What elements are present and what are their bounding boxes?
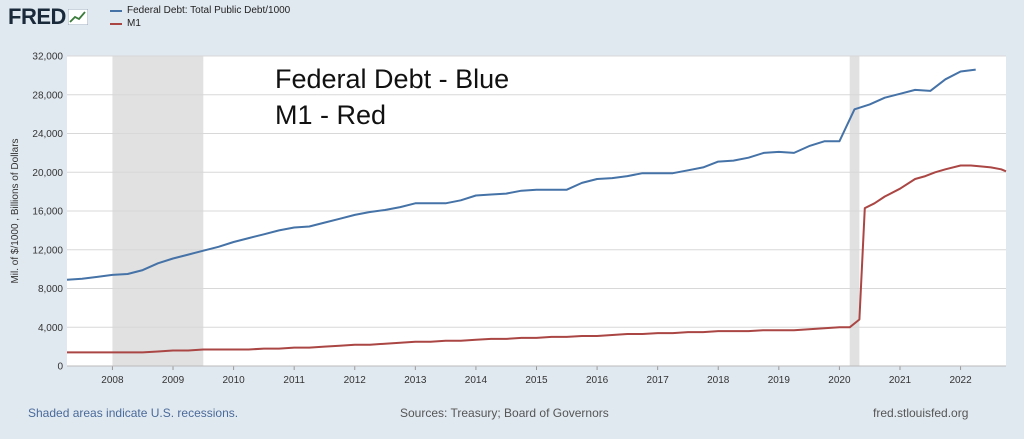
x-tick-label: 2015 bbox=[525, 375, 548, 386]
chart-legend: Federal Debt: Total Public Debt/1000 M1 bbox=[110, 4, 290, 30]
y-tick-label: 32,000 bbox=[32, 52, 63, 63]
x-tick-label: 2021 bbox=[889, 375, 912, 386]
legend-label: Federal Debt: Total Public Debt/1000 bbox=[127, 5, 291, 16]
y-axis-label: Mil. of $/1000 , Billions of Dollars bbox=[10, 138, 21, 283]
chart-svg: 0 4,000 8,000 12,000 16,000 20,000 24,000 28,00… bbox=[10, 52, 1007, 386]
federal-debt-line[interactable] bbox=[66, 68, 976, 281]
x-tick-label: 2014 bbox=[465, 375, 488, 386]
x-tick-label: 2019 bbox=[768, 375, 791, 386]
legend-label: M1 bbox=[127, 18, 141, 29]
recession-note: Shaded areas indicate U.S. recessions. bbox=[28, 406, 239, 420]
y-tick-label: 16,000 bbox=[32, 207, 63, 218]
x-tick-label: 2017 bbox=[647, 375, 670, 386]
x-tick-label: 2022 bbox=[949, 375, 972, 386]
site-link[interactable]: fred.stlouisfed.org bbox=[873, 406, 969, 420]
fred-logo[interactable]: FRED bbox=[8, 4, 88, 30]
m1-line[interactable] bbox=[67, 164, 1007, 354]
sources-note: Sources: Treasury; Board of Governors bbox=[400, 406, 609, 420]
annotation-line-1: Federal Debt - Blue bbox=[275, 64, 509, 94]
legend-swatch-blue bbox=[110, 9, 122, 12]
x-tick-label: 2008 bbox=[101, 375, 124, 386]
brand-text: FRED bbox=[8, 4, 66, 29]
x-tick-label: 2012 bbox=[344, 375, 367, 386]
fred-chart-icon bbox=[67, 9, 88, 25]
chart-container: 0 4,000 8,000 12,000 16,000 20,000 24,000 28,00… bbox=[0, 40, 1024, 390]
y-tick-label: 20,000 bbox=[32, 168, 63, 179]
legend-item-federal-debt[interactable]: Federal Debt: Total Public Debt/1000 bbox=[110, 4, 290, 17]
x-tick-label: 2010 bbox=[222, 375, 245, 386]
legend-swatch-red bbox=[110, 22, 122, 25]
annotation-line-2: M1 - Red bbox=[275, 100, 386, 130]
x-tick-label: 2016 bbox=[586, 375, 609, 386]
y-tick-label: 24,000 bbox=[32, 129, 63, 140]
y-tick-label: 12,000 bbox=[32, 245, 63, 256]
x-tick-label: 2013 bbox=[404, 375, 427, 386]
y-tick-label: 4,000 bbox=[38, 323, 63, 334]
y-tick-label: 0 bbox=[57, 362, 63, 373]
x-tick-label: 2009 bbox=[162, 375, 185, 386]
y-tick-label: 8,000 bbox=[38, 284, 63, 295]
x-tick-label: 2011 bbox=[283, 375, 305, 386]
x-tick-label: 2020 bbox=[828, 375, 851, 386]
legend-item-m1[interactable]: M1 bbox=[110, 17, 290, 30]
y-tick-label: 28,000 bbox=[32, 90, 63, 101]
x-tick-label: 2018 bbox=[707, 375, 730, 386]
